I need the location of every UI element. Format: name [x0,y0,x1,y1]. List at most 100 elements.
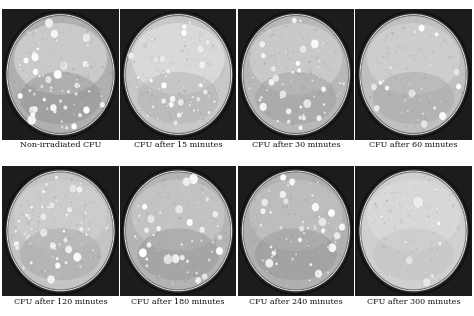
Circle shape [420,127,423,130]
Circle shape [189,282,190,283]
Circle shape [388,182,390,183]
Circle shape [253,258,255,261]
Circle shape [278,262,281,264]
Circle shape [260,208,266,214]
Circle shape [204,213,206,215]
Circle shape [308,217,310,220]
Circle shape [299,106,302,109]
Circle shape [269,197,271,199]
Circle shape [29,242,32,245]
Ellipse shape [373,72,454,124]
Circle shape [445,101,447,103]
Circle shape [213,52,214,53]
Circle shape [287,277,289,280]
Circle shape [300,206,303,209]
Circle shape [414,125,416,128]
Circle shape [144,264,145,265]
Circle shape [373,84,375,87]
Circle shape [449,235,451,238]
Circle shape [314,264,317,267]
Circle shape [432,232,434,234]
Circle shape [423,22,425,24]
Circle shape [151,271,153,272]
Circle shape [183,255,184,257]
Circle shape [434,273,436,275]
Circle shape [329,246,331,248]
Circle shape [207,41,208,42]
Circle shape [87,197,88,198]
Circle shape [436,249,438,251]
Circle shape [15,95,18,98]
Circle shape [283,178,284,180]
Circle shape [433,106,437,110]
Circle shape [166,205,169,208]
Circle shape [299,229,301,231]
Circle shape [399,203,401,205]
Circle shape [292,21,294,23]
Circle shape [83,215,85,218]
Circle shape [49,202,55,209]
Circle shape [101,65,104,69]
Circle shape [151,98,153,100]
Circle shape [409,54,412,58]
Circle shape [307,42,309,45]
Circle shape [326,238,328,240]
Circle shape [340,93,341,94]
Circle shape [80,183,82,185]
Circle shape [161,106,163,108]
Circle shape [167,253,170,256]
Circle shape [183,90,185,92]
Circle shape [421,270,423,272]
Circle shape [134,222,136,224]
Circle shape [379,202,380,204]
Circle shape [73,26,74,28]
Circle shape [414,114,417,117]
Ellipse shape [244,16,348,133]
Circle shape [220,74,223,77]
Circle shape [396,64,399,66]
Circle shape [271,54,273,57]
Circle shape [319,274,322,276]
Circle shape [392,48,393,50]
Circle shape [387,229,389,230]
Circle shape [145,88,146,91]
Circle shape [81,211,82,213]
Circle shape [298,185,300,187]
Circle shape [204,83,207,86]
Circle shape [182,112,183,114]
Circle shape [70,262,72,264]
Circle shape [253,239,255,241]
Circle shape [286,285,287,286]
Circle shape [277,198,278,199]
Circle shape [134,235,137,238]
Circle shape [300,26,302,29]
Circle shape [276,120,279,123]
Circle shape [40,228,47,237]
Circle shape [82,267,84,269]
Circle shape [413,176,415,178]
Circle shape [401,211,403,214]
Circle shape [187,128,190,131]
Circle shape [170,231,173,234]
Circle shape [292,70,294,74]
Circle shape [152,228,154,229]
Circle shape [183,262,185,264]
Circle shape [425,255,426,257]
Circle shape [140,110,141,111]
Circle shape [164,244,166,246]
Circle shape [46,213,47,215]
Ellipse shape [249,23,342,95]
Circle shape [61,45,63,47]
Circle shape [86,64,89,67]
Circle shape [440,275,442,276]
Circle shape [95,108,97,109]
Circle shape [425,37,426,38]
Circle shape [21,100,24,103]
Circle shape [177,275,179,277]
Circle shape [196,23,198,25]
Circle shape [323,209,326,211]
Circle shape [179,206,180,207]
Circle shape [308,245,310,247]
Circle shape [76,224,79,227]
Circle shape [200,32,202,36]
